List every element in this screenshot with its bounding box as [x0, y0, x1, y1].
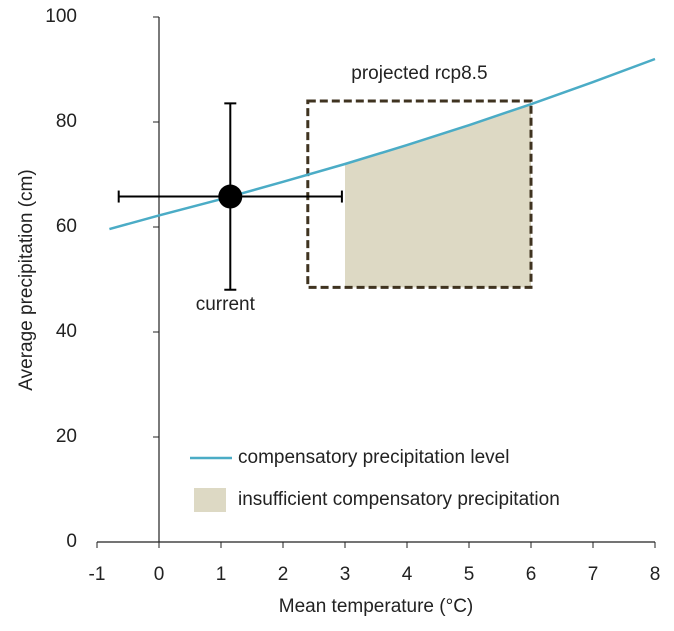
legend-swatch — [194, 488, 226, 512]
legend-label: compensatory precipitation level — [238, 447, 509, 468]
projected-box — [306, 99, 533, 289]
y-axis-title: Average precipitation (cm) — [16, 169, 37, 390]
y-tick-label: 0 — [66, 531, 77, 552]
x-tick-label: 8 — [650, 564, 661, 585]
legend-label: insufficient compensatory precipitation — [238, 489, 560, 510]
insufficient-area — [345, 104, 531, 288]
x-tick-label: 4 — [402, 564, 413, 585]
x-tick-label: 2 — [278, 564, 289, 585]
x-tick-label: 1 — [216, 564, 227, 585]
x-tick-label: 5 — [464, 564, 475, 585]
y-tick-label: 40 — [56, 321, 77, 342]
current-point — [218, 184, 243, 209]
x-tick-label: 7 — [588, 564, 599, 585]
y-tick-label: 20 — [56, 426, 77, 447]
x-tick-label: 3 — [340, 564, 351, 585]
x-axis-title: Mean temperature (°C) — [279, 596, 474, 617]
x-tick-label: -1 — [89, 564, 106, 585]
y-tick-label: 80 — [56, 111, 77, 132]
y-tick-label: 100 — [45, 6, 77, 27]
x-tick-label: 0 — [154, 564, 165, 585]
x-tick-label: 6 — [526, 564, 537, 585]
projected-label: projected rcp8.5 — [351, 63, 487, 84]
y-tick-label: 60 — [56, 216, 77, 237]
line — [109, 57, 656, 231]
current-label: current — [196, 294, 256, 315]
